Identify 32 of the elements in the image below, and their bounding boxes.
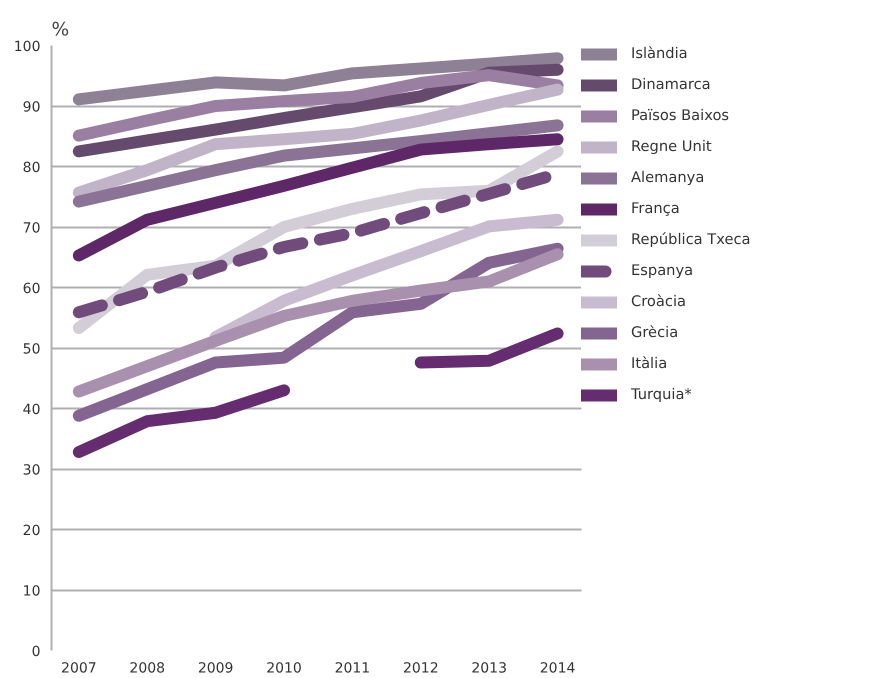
y-tick-label: 30 <box>22 462 41 478</box>
y-tick-label: 90 <box>22 100 41 116</box>
y-tick-label: 80 <box>22 160 41 176</box>
y-tick-label: 40 <box>22 402 41 418</box>
y-axis-title: % <box>52 20 70 40</box>
y-tick-label: 0 <box>32 644 41 660</box>
x-tick-label: 2010 <box>266 660 302 676</box>
legend-label: Països Baixos <box>631 107 730 124</box>
y-tick-label: 10 <box>22 584 41 600</box>
legend-label: República Txeca <box>631 231 751 248</box>
legend-label: Alemanya <box>631 169 704 186</box>
x-tick-label: 2008 <box>129 660 166 676</box>
y-tick-label: 60 <box>22 281 41 297</box>
legend-label: Itàlia <box>631 355 668 372</box>
legend-label: Regne Unit <box>631 138 712 155</box>
y-tick-label: 50 <box>22 342 41 358</box>
x-tick-label: 2007 <box>61 660 97 676</box>
x-tick-label: 2009 <box>198 660 234 676</box>
legend-label: Croàcia <box>631 293 686 310</box>
y-tick-label: 100 <box>14 39 41 55</box>
x-tick-label: 2013 <box>471 660 508 676</box>
legend-label: França <box>631 200 680 217</box>
x-tick-label: 2011 <box>334 660 370 676</box>
legend-label: Islàndia <box>631 45 688 62</box>
legend-label: Grècia <box>631 324 678 341</box>
y-tick-label: 70 <box>22 220 41 236</box>
x-tick-label: 2014 <box>540 660 576 676</box>
legend-label: Turquia* <box>631 386 692 403</box>
legend-label: Dinamarca <box>631 76 711 93</box>
legend-label: Espanya <box>631 262 694 279</box>
y-tick-label: 20 <box>22 523 41 539</box>
x-tick-label: 2012 <box>402 660 439 676</box>
